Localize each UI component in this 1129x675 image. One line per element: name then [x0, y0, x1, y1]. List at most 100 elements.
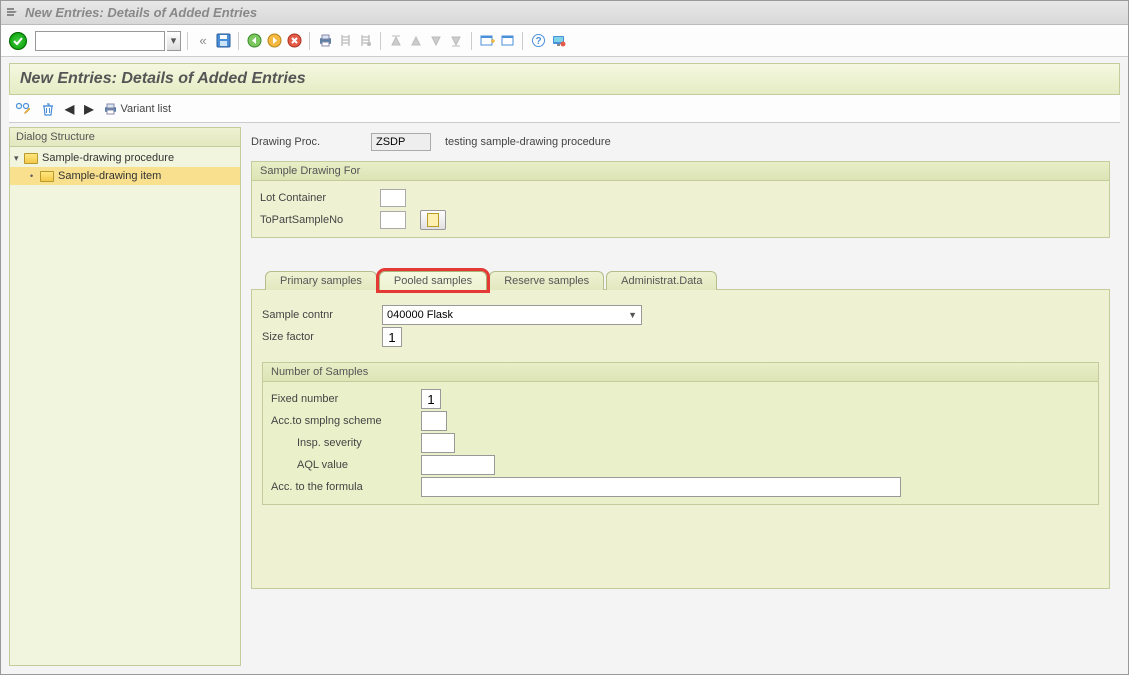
window-titlebar: New Entries: Details of Added Entries: [1, 1, 1128, 25]
size-factor-label: Size factor: [262, 331, 382, 343]
to-part-sample-field[interactable]: [380, 211, 406, 229]
fixed-number-field[interactable]: [421, 389, 441, 409]
page-title: New Entries: Details of Added Entries: [9, 63, 1120, 95]
drawing-proc-value: ZSDP: [371, 133, 431, 151]
cancel-icon[interactable]: [285, 32, 303, 50]
shortcut-icon[interactable]: [498, 32, 516, 50]
group-body: Fixed number Acc.to smplng scheme Insp. …: [263, 382, 1098, 504]
separator: [471, 32, 472, 50]
fixed-number-label: Fixed number: [271, 393, 421, 405]
row-acc-smplng-scheme: Acc.to smplng scheme: [271, 410, 1090, 432]
lot-container-field[interactable]: [380, 189, 406, 207]
find-next-icon[interactable]: [356, 32, 374, 50]
sap-window: New Entries: Details of Added Entries ▾ …: [0, 0, 1129, 675]
variant-list-button[interactable]: Variant list: [103, 102, 171, 116]
row-insp-severity: Insp. severity: [271, 432, 1090, 454]
previous-entry-button[interactable]: ◀: [65, 102, 74, 116]
group-title: Number of Samples: [263, 363, 1098, 382]
window-menu-icon[interactable]: [5, 6, 19, 20]
lot-container-label: Lot Container: [260, 192, 380, 204]
layout-icon[interactable]: [549, 32, 567, 50]
print-icon[interactable]: [316, 32, 334, 50]
variant-list-label: Variant list: [120, 103, 171, 115]
group-title: Sample Drawing For: [252, 162, 1109, 181]
acc-formula-field[interactable]: [421, 477, 901, 497]
exit-icon[interactable]: [265, 32, 283, 50]
separator: [187, 32, 188, 50]
sample-contnr-value: 040000 Flask: [387, 309, 453, 321]
row-aql-value: AQL value: [271, 454, 1090, 476]
tree-node-sample-drawing-procedure[interactable]: ▾ Sample-drawing procedure: [10, 149, 240, 167]
group-number-of-samples: Number of Samples Fixed number Acc.to sm…: [262, 362, 1099, 505]
row-acc-to-formula: Acc. to the formula: [271, 476, 1090, 498]
print-icon: [103, 102, 118, 116]
last-page-icon[interactable]: [447, 32, 465, 50]
chevron-down-icon: ▼: [628, 310, 637, 320]
command-dropdown[interactable]: ▾: [167, 31, 181, 51]
drawing-proc-label: Drawing Proc.: [251, 136, 371, 148]
drawing-proc-description: testing sample-drawing procedure: [445, 136, 611, 148]
save-icon[interactable]: [214, 32, 232, 50]
tree-node-sample-drawing-item[interactable]: • Sample-drawing item: [10, 167, 240, 185]
size-factor-field[interactable]: [382, 327, 402, 347]
new-session-icon[interactable]: [478, 32, 496, 50]
next-page-icon[interactable]: [427, 32, 445, 50]
tree-label: Sample-drawing procedure: [42, 152, 174, 164]
document-icon: [427, 213, 439, 227]
sample-contnr-label: Sample contnr: [262, 309, 382, 321]
tree-bullet-icon: •: [30, 171, 40, 181]
to-part-sample-label: ToPartSampleNo: [260, 214, 380, 226]
row-drawing-proc: Drawing Proc. ZSDP testing sample-drawin…: [251, 131, 1110, 153]
tree-collapse-icon[interactable]: ▾: [14, 153, 24, 164]
dialog-structure-sidebar: Dialog Structure ▾ Sample-drawing proced…: [9, 127, 241, 666]
back-icon[interactable]: «: [194, 32, 212, 50]
row-sample-contnr: Sample contnr 040000 Flask ▼: [262, 304, 1099, 326]
insp-severity-field[interactable]: [421, 433, 455, 453]
row-size-factor: Size factor: [262, 326, 1099, 348]
delete-icon[interactable]: [41, 102, 55, 116]
group-body: Lot Container ToPartSampleNo: [252, 181, 1109, 237]
first-page-icon[interactable]: [387, 32, 405, 50]
acc-formula-label: Acc. to the formula: [271, 481, 421, 493]
aql-value-field[interactable]: [421, 455, 495, 475]
tab-pooled-samples[interactable]: Pooled samples: [379, 271, 487, 290]
folder-icon: [24, 153, 38, 164]
row-lot-container: Lot Container: [260, 187, 1101, 209]
document-button[interactable]: [420, 210, 446, 230]
app-toolbar: ◀ ▶ Variant list: [9, 95, 1120, 123]
insp-severity-label: Insp. severity: [297, 437, 421, 449]
separator: [238, 32, 239, 50]
prev-page-icon[interactable]: [407, 32, 425, 50]
acc-smplng-label: Acc.to smplng scheme: [271, 415, 421, 427]
folder-icon: [40, 171, 54, 182]
svg-text:?: ?: [535, 36, 541, 47]
tab-panel-pooled: Sample contnr 040000 Flask ▼ Size factor…: [251, 289, 1110, 589]
tree-label: Sample-drawing item: [58, 170, 161, 182]
aql-value-label: AQL value: [297, 459, 421, 471]
sample-contnr-dropdown[interactable]: 040000 Flask ▼: [382, 305, 642, 325]
tabs-strip: Primary samples Pooled samples Reserve s…: [251, 266, 1110, 290]
tab-primary-samples[interactable]: Primary samples: [265, 271, 377, 290]
window-title: New Entries: Details of Added Entries: [25, 5, 257, 20]
enter-button[interactable]: [9, 32, 27, 50]
tree: ▾ Sample-drawing procedure • Sample-draw…: [10, 147, 240, 187]
toggle-display-change-icon[interactable]: [15, 102, 31, 116]
system-toolbar: ▾ « ?: [1, 25, 1128, 57]
separator: [380, 32, 381, 50]
help-icon[interactable]: ?: [529, 32, 547, 50]
back-button-icon[interactable]: [245, 32, 263, 50]
command-field[interactable]: [35, 31, 165, 51]
content-area: Dialog Structure ▾ Sample-drawing proced…: [9, 127, 1120, 666]
main-panel: Drawing Proc. ZSDP testing sample-drawin…: [241, 127, 1120, 666]
tab-administrat-data[interactable]: Administrat.Data: [606, 271, 717, 290]
group-sample-drawing-for: Sample Drawing For Lot Container ToPartS…: [251, 161, 1110, 238]
row-fixed-number: Fixed number: [271, 388, 1090, 410]
separator: [522, 32, 523, 50]
find-icon[interactable]: [336, 32, 354, 50]
tab-reserve-samples[interactable]: Reserve samples: [489, 271, 604, 290]
sidebar-header: Dialog Structure: [10, 128, 240, 147]
separator: [309, 32, 310, 50]
next-entry-button[interactable]: ▶: [84, 102, 93, 116]
acc-smplng-field[interactable]: [421, 411, 447, 431]
row-to-part-sample-no: ToPartSampleNo: [260, 209, 1101, 231]
